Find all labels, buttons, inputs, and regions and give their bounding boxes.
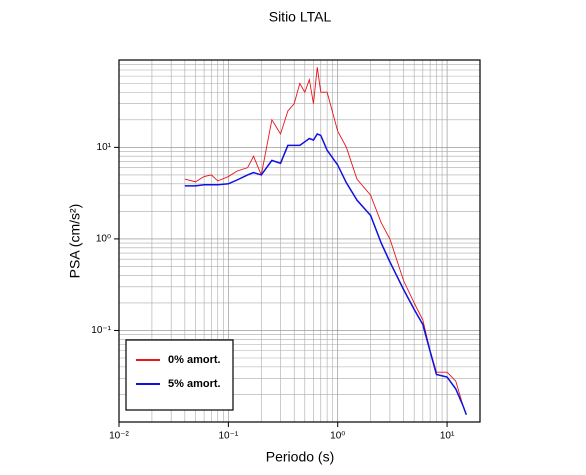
x-axis-label: Periodo (s) <box>266 449 334 465</box>
y-tick-label: 10¹ <box>97 142 112 153</box>
x-tick-label: 10⁻² <box>109 431 129 442</box>
x-tick-label: 10⁰ <box>330 431 345 442</box>
line-series <box>184 67 464 407</box>
line-series <box>184 133 468 416</box>
y-tick-label: 10⁻¹ <box>91 325 111 336</box>
legend-box <box>125 339 234 411</box>
plot-frame <box>118 59 481 423</box>
y-tick-label: 10⁰ <box>96 234 111 245</box>
legend-label: 0% amort. <box>168 354 221 366</box>
chart-title: Sitio LTAL <box>269 9 332 25</box>
x-tick-label: 10⁻¹ <box>218 431 238 442</box>
y-axis-label: PSA (cm/s²) <box>67 204 83 279</box>
legend-label: 5% amort. <box>168 378 221 390</box>
x-tick-label: 10¹ <box>440 431 455 442</box>
